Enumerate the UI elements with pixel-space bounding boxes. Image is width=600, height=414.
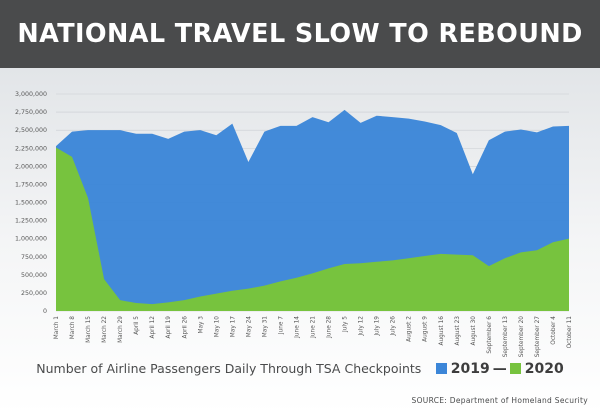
x-tick-label: August 2 [407, 316, 413, 342]
x-tick-label: March 15 [86, 316, 92, 343]
x-tick-label: March 29 [118, 316, 124, 343]
series-area-2020 [56, 147, 569, 311]
y-tick-label: 0 [43, 308, 47, 315]
y-tick-label: 2,500,000 [15, 127, 47, 134]
y-tick-label: 250,000 [21, 290, 47, 297]
legend-label-2019: 2019 [450, 361, 490, 377]
y-tick-label: 2,750,000 [15, 109, 47, 116]
x-tick-label: August 16 [439, 316, 445, 346]
x-tick-label: May 3 [198, 316, 204, 334]
x-tick-label: August 9 [423, 316, 429, 342]
chart-caption-legend: Number of Airline Passengers Daily Throu… [0, 360, 600, 378]
x-tick-label: June 14 [294, 316, 300, 339]
x-tick-label: July 5 [343, 316, 349, 333]
y-tick-label: 1,250,000 [15, 218, 47, 225]
x-tick-label: September 6 [487, 316, 493, 354]
y-tick-label: 500,000 [21, 272, 47, 279]
x-tick-label: May 10 [214, 316, 220, 338]
legend-separator: — [492, 361, 507, 377]
x-tick-label: July 12 [359, 316, 365, 337]
banner-title: NATIONAL TRAVEL SLOW TO REBOUND [17, 19, 583, 49]
x-tick-label: May 31 [262, 316, 268, 338]
x-tick-label: April 19 [166, 316, 172, 339]
x-tick-label: May 24 [246, 316, 252, 338]
y-tick-label: 750,000 [21, 254, 47, 261]
x-tick-label: April 12 [150, 316, 156, 339]
x-tick-label: August 30 [471, 316, 477, 346]
x-tick-label: June 7 [278, 316, 284, 335]
x-tick-label: September 13 [503, 316, 509, 358]
title-banner: NATIONAL TRAVEL SLOW TO REBOUND [0, 0, 600, 68]
x-tick-label: October 4 [551, 316, 557, 345]
x-tick-label: September 27 [535, 316, 541, 358]
x-tick-label: March 22 [102, 316, 108, 343]
legend-swatch-2019 [435, 363, 447, 374]
legend-label-2020: 2020 [524, 361, 564, 377]
y-tick-label: 2,000,000 [15, 163, 47, 170]
y-tick-label: 2,250,000 [15, 145, 47, 152]
x-tick-label: October 11 [567, 316, 573, 349]
x-tick-label: September 20 [519, 316, 525, 358]
x-tick-label: May 17 [230, 316, 236, 338]
x-tick-label: June 28 [327, 316, 333, 339]
x-tick-label: July 19 [375, 316, 381, 337]
y-tick-label: 1,000,000 [15, 236, 47, 243]
legend-swatch-2020 [509, 363, 521, 374]
x-tick-label: April 5 [134, 316, 140, 335]
x-tick-label: March 1 [54, 316, 60, 340]
x-tick-label: July 26 [391, 316, 397, 337]
x-tick-label: June 21 [311, 316, 317, 339]
source-note: SOURCE: Department of Homeland Security [411, 396, 588, 405]
y-tick-label: 1,750,000 [15, 181, 47, 188]
caption-text: Number of Airline Passengers Daily Throu… [36, 361, 422, 376]
x-tick-label: August 23 [455, 316, 461, 346]
y-tick-label: 3,000,000 [15, 91, 47, 98]
x-tick-label: March 8 [70, 316, 76, 340]
x-tick-label: April 26 [182, 316, 188, 339]
y-tick-label: 1,500,000 [15, 200, 47, 207]
